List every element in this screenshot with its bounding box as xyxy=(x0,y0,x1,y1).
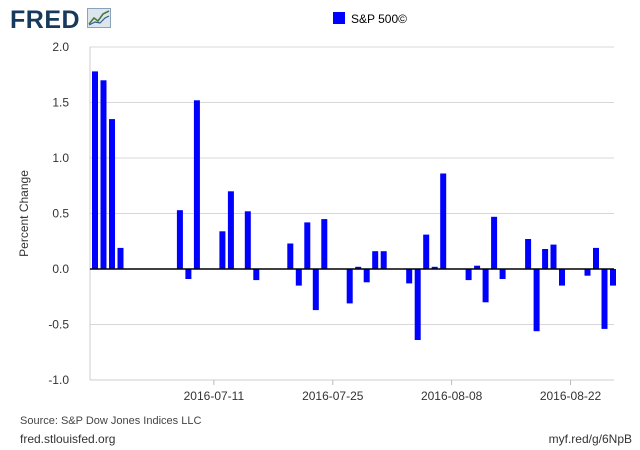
bar xyxy=(193,100,200,269)
bar xyxy=(372,251,379,269)
bar xyxy=(295,269,302,286)
bar xyxy=(465,269,472,281)
bar xyxy=(542,249,549,269)
x-tick-label: 2016-07-25 xyxy=(302,389,364,403)
y-tick-label: 0.0 xyxy=(52,262,69,276)
y-tick-label: 2.0 xyxy=(52,40,69,54)
bar xyxy=(312,269,319,311)
bar xyxy=(92,71,98,270)
bar xyxy=(550,244,557,269)
bar xyxy=(431,266,438,269)
y-tick-label: 1.5 xyxy=(52,96,69,110)
bar xyxy=(321,219,328,269)
bar xyxy=(440,173,447,269)
bar xyxy=(533,269,540,332)
fred-logo-text: FRED xyxy=(10,6,81,34)
bar xyxy=(406,269,413,284)
x-tick-label: 2016-07-11 xyxy=(184,389,245,403)
bar xyxy=(355,266,362,269)
bar xyxy=(176,210,183,269)
x-tick-label: 2016-08-08 xyxy=(421,389,483,403)
y-axis-title: Percent Change xyxy=(17,170,31,257)
bar xyxy=(380,251,387,269)
bar xyxy=(414,269,421,340)
legend-label: S&P 500© xyxy=(351,12,407,26)
y-tick-label: 1.0 xyxy=(52,151,69,165)
chart-legend: S&P 500© xyxy=(333,12,407,26)
bar xyxy=(584,269,591,276)
y-tick-label: -1.0 xyxy=(48,373,69,387)
bar xyxy=(304,222,311,269)
fred-logo[interactable]: FRED xyxy=(10,6,111,34)
bar xyxy=(499,269,506,279)
trend-graph-icon xyxy=(86,8,111,28)
bar xyxy=(559,269,565,286)
short-link[interactable]: myf.red/g/6NpB xyxy=(548,432,632,446)
bar xyxy=(363,269,370,283)
bar xyxy=(253,269,260,281)
bar xyxy=(219,231,226,269)
bar xyxy=(601,269,608,329)
legend-swatch xyxy=(333,12,345,24)
bar xyxy=(117,247,124,269)
bar xyxy=(346,269,353,304)
bar xyxy=(482,269,489,303)
bar xyxy=(244,211,251,269)
x-tick-label: 2016-08-22 xyxy=(540,389,602,403)
source-note: Source: S&P Dow Jones Indices LLC xyxy=(20,415,202,427)
bar xyxy=(525,239,532,269)
site-link[interactable]: fred.stlouisfed.org xyxy=(20,432,116,446)
bar xyxy=(474,265,481,269)
bar xyxy=(423,234,430,269)
y-tick-label: -0.5 xyxy=(48,318,69,332)
bar xyxy=(109,119,115,269)
bar xyxy=(100,80,107,269)
y-tick-label: 0.5 xyxy=(52,207,69,221)
bar xyxy=(185,269,192,279)
bar xyxy=(593,247,599,269)
bar xyxy=(491,216,498,269)
bar xyxy=(227,191,234,269)
bar xyxy=(287,243,294,269)
bar xyxy=(610,269,616,286)
